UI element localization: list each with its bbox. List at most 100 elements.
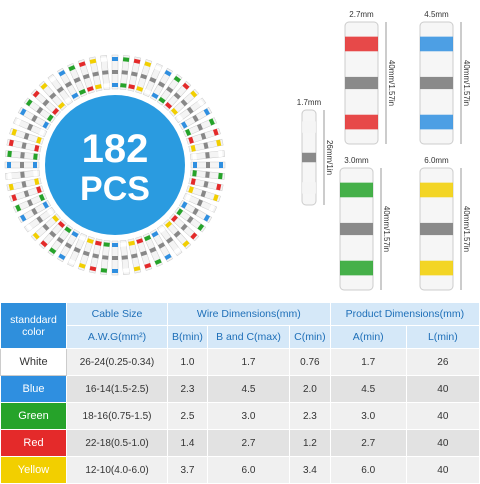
band [208, 118, 215, 126]
band [170, 214, 178, 223]
band [58, 253, 66, 261]
band [128, 84, 135, 90]
cell: 40 [405, 456, 480, 484]
band [158, 96, 166, 104]
band [112, 269, 118, 273]
connector-icon [190, 161, 226, 169]
band [216, 183, 222, 191]
band [86, 86, 94, 92]
connector-icon [57, 228, 80, 263]
band [8, 139, 14, 147]
band [140, 250, 148, 257]
cell: 1.4 [167, 429, 208, 457]
band [200, 132, 207, 140]
band [82, 250, 90, 257]
band [133, 266, 141, 272]
sub-header: C(min) [289, 325, 331, 349]
connector-icon [5, 150, 41, 161]
connector-icon [156, 73, 183, 106]
band [11, 128, 18, 136]
cell: 2.5 [167, 402, 208, 430]
cell: 26-24(0.25-0.34) [66, 348, 168, 376]
band [185, 128, 192, 137]
connector-icon [119, 239, 130, 275]
header: Wire Dimensions(mm) [167, 302, 331, 326]
badge-unit: PCS [80, 170, 150, 208]
band [144, 61, 152, 68]
connector-icon [189, 150, 225, 161]
band [52, 107, 60, 116]
band [121, 70, 128, 75]
band [38, 193, 45, 202]
connector-icon [178, 200, 213, 223]
band [73, 246, 81, 254]
band [190, 90, 198, 98]
band [173, 230, 181, 238]
band [182, 240, 190, 248]
connector-icon [23, 206, 56, 233]
band [173, 92, 181, 100]
band [49, 230, 57, 238]
spec-table: standdard color Cable Size Wire Dimensio… [0, 302, 480, 484]
band [23, 190, 30, 198]
diameter-label: 1.7mm [297, 98, 322, 107]
band [200, 190, 207, 198]
connector-icon [30, 88, 61, 117]
band [7, 162, 11, 168]
band [102, 255, 109, 260]
band [192, 114, 199, 123]
band [205, 152, 210, 159]
band [197, 223, 205, 231]
band [136, 86, 144, 92]
length-label: 40mm/1.57in [387, 60, 396, 106]
band [15, 118, 22, 126]
band [219, 162, 223, 168]
band [31, 114, 38, 123]
cell: 3.0 [329, 402, 407, 430]
sub-header: L(min) [405, 325, 480, 349]
band [102, 70, 109, 75]
connectors: 1.7mm 26mm/1in 2.7mm 40mm/1.57in 4.5mm 40mm/1… [297, 10, 471, 291]
seal [345, 114, 378, 130]
connector-icon [169, 213, 200, 242]
band [203, 142, 209, 150]
band [25, 99, 33, 107]
band [56, 236, 64, 244]
seal [420, 260, 453, 276]
band [36, 136, 42, 144]
band [192, 207, 199, 216]
band [7, 172, 12, 180]
band [49, 247, 57, 255]
band [157, 81, 166, 88]
band [46, 208, 54, 216]
product-image: 182 PCS 1.7mm 26mm/1in 2.7mm 40mm/1.57in 4.5… [4, 10, 471, 291]
band [157, 242, 166, 249]
cell: 40 [405, 375, 480, 403]
sub-header: A(min) [329, 325, 407, 349]
cell: 1.0 [167, 348, 208, 376]
connector-icon [178, 107, 213, 130]
connector-icon [67, 232, 88, 268]
connector-icon [57, 67, 80, 102]
connector-ring [4, 54, 226, 276]
diameter-label: 6.0mm [424, 156, 449, 165]
band [42, 121, 49, 129]
band [154, 258, 162, 265]
band [25, 223, 33, 231]
connector-icon [150, 67, 173, 102]
band [197, 99, 205, 107]
connector-icon [169, 88, 200, 117]
band [21, 142, 27, 150]
cell: 40 [405, 402, 480, 430]
color-cell: Yellow [0, 456, 67, 484]
band [192, 170, 197, 177]
band [140, 73, 148, 80]
connector-icon [163, 80, 192, 111]
band [149, 76, 157, 84]
connector-icon [47, 224, 74, 257]
length-label: 40mm/1.57in [382, 206, 391, 252]
solder-ring [340, 222, 373, 236]
length-label: 40mm/1.57in [462, 206, 471, 252]
cell: 3.4 [289, 456, 331, 484]
connector-icon [174, 97, 207, 124]
